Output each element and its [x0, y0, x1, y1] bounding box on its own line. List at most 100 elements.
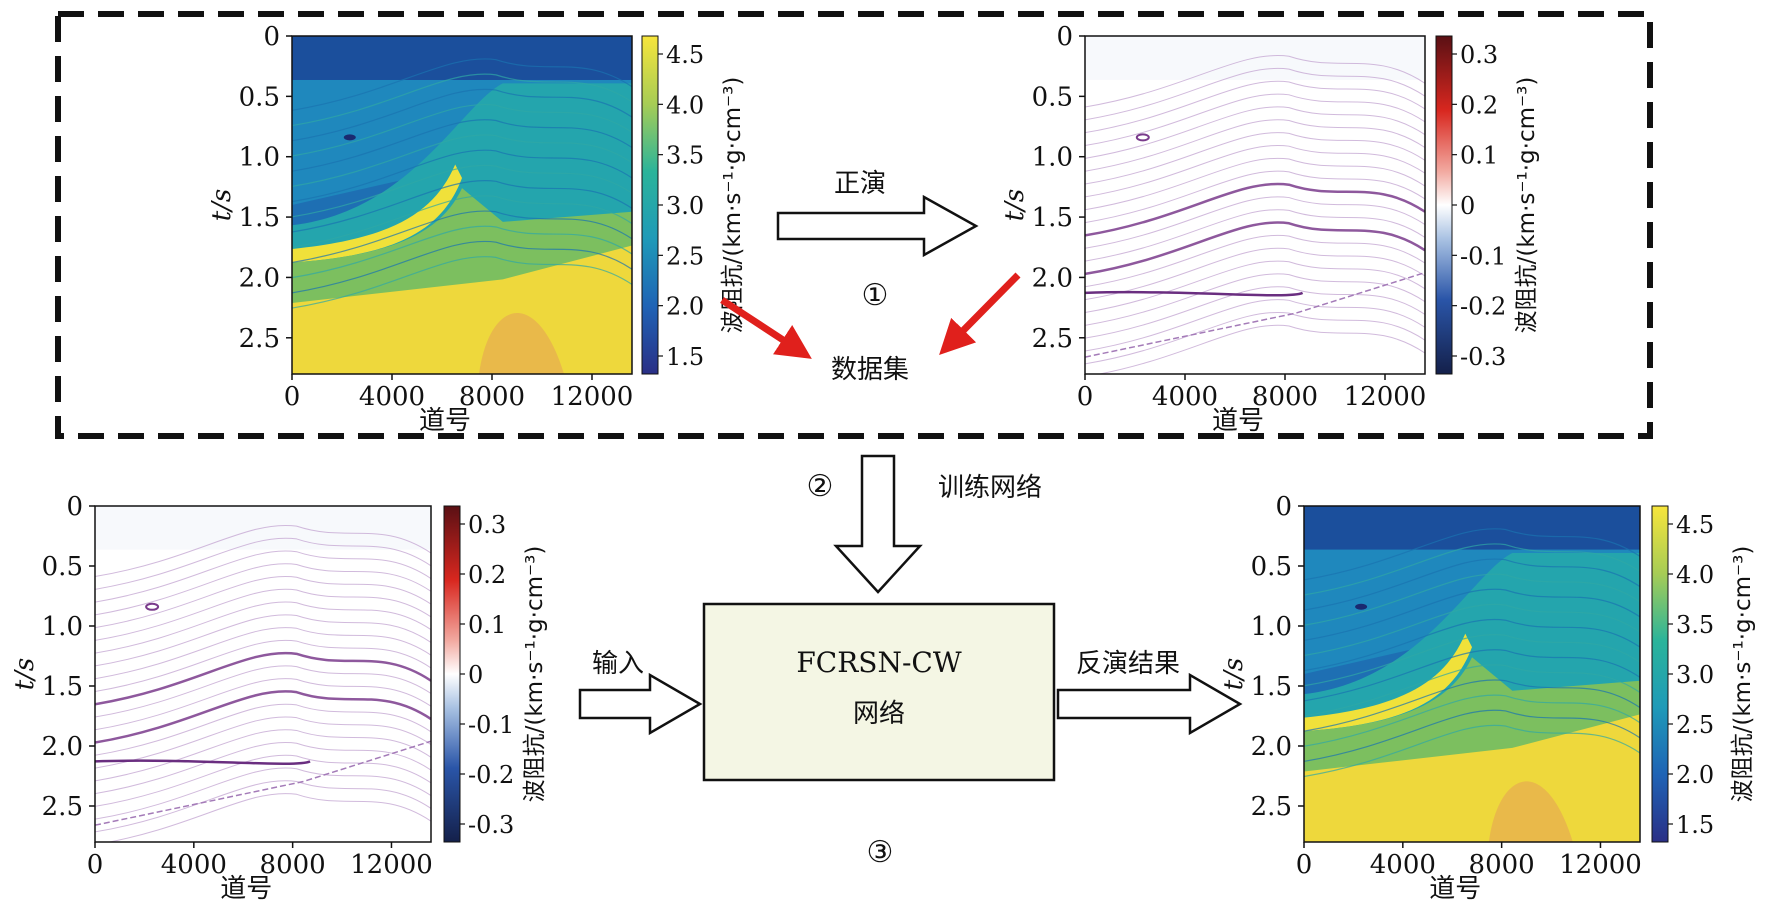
y-tick-label: 1.5	[1032, 203, 1073, 233]
y-tick-label: 0	[1275, 492, 1292, 522]
colorbar-tick-label: 4.0	[1676, 561, 1714, 589]
colorbar-tick-label: -0.2	[1460, 293, 1506, 321]
colorbar-tick-label: 0	[468, 661, 483, 689]
network-name: FCRSN-CW	[796, 646, 962, 679]
x-tick-label: 12000	[1559, 850, 1642, 880]
colorbar-tick-label: -0.2	[468, 761, 514, 789]
y-tick-label: 2.5	[239, 324, 280, 354]
output-label: 反演结果	[1076, 649, 1180, 679]
colorbar-tick-label: 3.0	[1676, 661, 1714, 689]
colorbar-tick-label: 2.0	[666, 293, 704, 321]
x-tick-label: 8000	[260, 850, 326, 880]
forward-modeling-arrow	[776, 194, 979, 258]
x-tick-label: 0	[1296, 850, 1313, 880]
y-tick-label: 2.5	[42, 792, 83, 822]
x-tick-label: 12000	[1344, 382, 1427, 412]
x-tick-label: 4000	[1152, 382, 1218, 412]
x-axis-label: 道号	[1429, 874, 1481, 904]
dataset-label: 数据集	[831, 355, 909, 385]
y-axis-label: t/s	[1219, 658, 1249, 691]
colorbar-tick-label: 0.3	[468, 511, 506, 539]
colorbar-tick-label: -0.1	[1460, 242, 1506, 270]
colorbar-tick-label: 1.5	[1676, 811, 1714, 839]
y-tick-label: 1.0	[42, 612, 83, 642]
colorbar-tick-label: 1.5	[666, 343, 704, 371]
red-arrow-right	[939, 272, 1021, 355]
y-tick-label: 2.0	[239, 263, 280, 293]
impedance-result-panel: 00.51.01.52.02.50 4000 8000 12000t/s道号4.54.…	[1219, 492, 1756, 904]
y-axis-label: t/s	[207, 189, 237, 222]
plot-frame	[94, 505, 432, 843]
training-label: 训练网络	[938, 473, 1042, 503]
y-tick-label: 2.5	[1032, 324, 1073, 354]
dashed-group-border	[55, 11, 1653, 439]
y-tick-label: 1.5	[42, 672, 83, 702]
network-label: 网络	[853, 699, 905, 729]
reflectivity-input-panel: 00.51.01.52.02.50 4000 8000 12000t/s道号0.30.…	[10, 492, 548, 904]
y-tick-label: 0.5	[1251, 552, 1292, 582]
step-3-number: ③	[867, 835, 894, 870]
y-tick-label: 0.5	[42, 552, 83, 582]
x-tick-label: 4000	[1370, 850, 1436, 880]
colorbar-tick-label: 0.2	[468, 561, 506, 589]
y-tick-label: 2.0	[1251, 732, 1292, 762]
plot-frame	[291, 35, 633, 375]
y-tick-label: 0.5	[239, 82, 280, 112]
colorbar	[1651, 505, 1669, 843]
y-tick-label: 2.0	[42, 732, 83, 762]
x-axis-label: 道号	[220, 874, 272, 904]
x-tick-label: 8000	[1469, 850, 1535, 880]
x-tick-label: 0	[284, 382, 301, 412]
x-tick-label: 0	[1077, 382, 1094, 412]
x-axis-label: 道号	[419, 406, 471, 436]
colorbar-tick-label: 0.2	[1460, 91, 1498, 119]
input-label: 输入	[592, 649, 644, 679]
plot-frame	[1084, 35, 1426, 375]
colorbar-label: 波阻抗/(km·s⁻¹·g·cm⁻³)	[1514, 77, 1540, 334]
y-tick-label: 1.5	[239, 203, 280, 233]
colorbar	[641, 35, 659, 375]
impedance-model-top-panel: 00.51.01.52.02.50 4000 8000 12000t/s道号4.54.…	[207, 22, 746, 436]
y-axis-label: t/s	[1000, 189, 1030, 222]
colorbar-label: 波阻抗/(km·s⁻¹·g·cm⁻³)	[720, 77, 746, 334]
colorbar	[443, 505, 461, 843]
x-tick-label: 8000	[459, 382, 525, 412]
y-tick-label: 0	[66, 492, 83, 522]
colorbar-tick-label: -0.1	[468, 711, 514, 739]
colorbar-tick-label: 3.5	[666, 142, 704, 170]
colorbar-tick-label: 4.0	[666, 91, 704, 119]
y-tick-label: 1.0	[1251, 612, 1292, 642]
y-tick-label: 2.0	[1032, 263, 1073, 293]
x-tick-label: 4000	[161, 850, 227, 880]
x-axis-label: 道号	[1212, 406, 1264, 436]
colorbar-tick-label: 0.1	[468, 611, 506, 639]
x-tick-label: 12000	[551, 382, 634, 412]
colorbar-tick-label: 0.3	[1460, 41, 1498, 69]
forward-modeling-label: 正演	[834, 169, 886, 199]
y-tick-label: 1.5	[1251, 672, 1292, 702]
reflectivity-top-panel: 00.51.01.52.02.50 4000 8000 12000t/s道号0.30.…	[1000, 22, 1540, 436]
x-tick-label: 12000	[350, 850, 433, 880]
colorbar	[1435, 35, 1453, 375]
y-axis-label: t/s	[10, 658, 40, 691]
colorbar-tick-label: 2.5	[666, 242, 704, 270]
step-1-number: ①	[862, 278, 889, 313]
colorbar-tick-label: 3.0	[666, 192, 704, 220]
colorbar-tick-label: -0.3	[468, 811, 514, 839]
y-tick-label: 0.5	[1032, 82, 1073, 112]
y-tick-label: 2.5	[1251, 792, 1292, 822]
y-tick-label: 1.0	[239, 143, 280, 173]
colorbar-tick-label: 2.0	[1676, 761, 1714, 789]
x-tick-label: 0	[87, 850, 104, 880]
colorbar-tick-label: 4.5	[1676, 511, 1714, 539]
y-tick-label: 1.0	[1032, 143, 1073, 173]
colorbar-tick-label: 0	[1460, 192, 1475, 220]
red-arrow-left	[720, 297, 812, 359]
step-2-number: ②	[807, 469, 834, 504]
input-arrow	[578, 672, 703, 736]
colorbar-tick-label: 4.5	[666, 41, 704, 69]
colorbar-label: 波阻抗/(km·s⁻¹·g·cm⁻³)	[1730, 546, 1756, 803]
colorbar-tick-label: -0.3	[1460, 343, 1506, 371]
